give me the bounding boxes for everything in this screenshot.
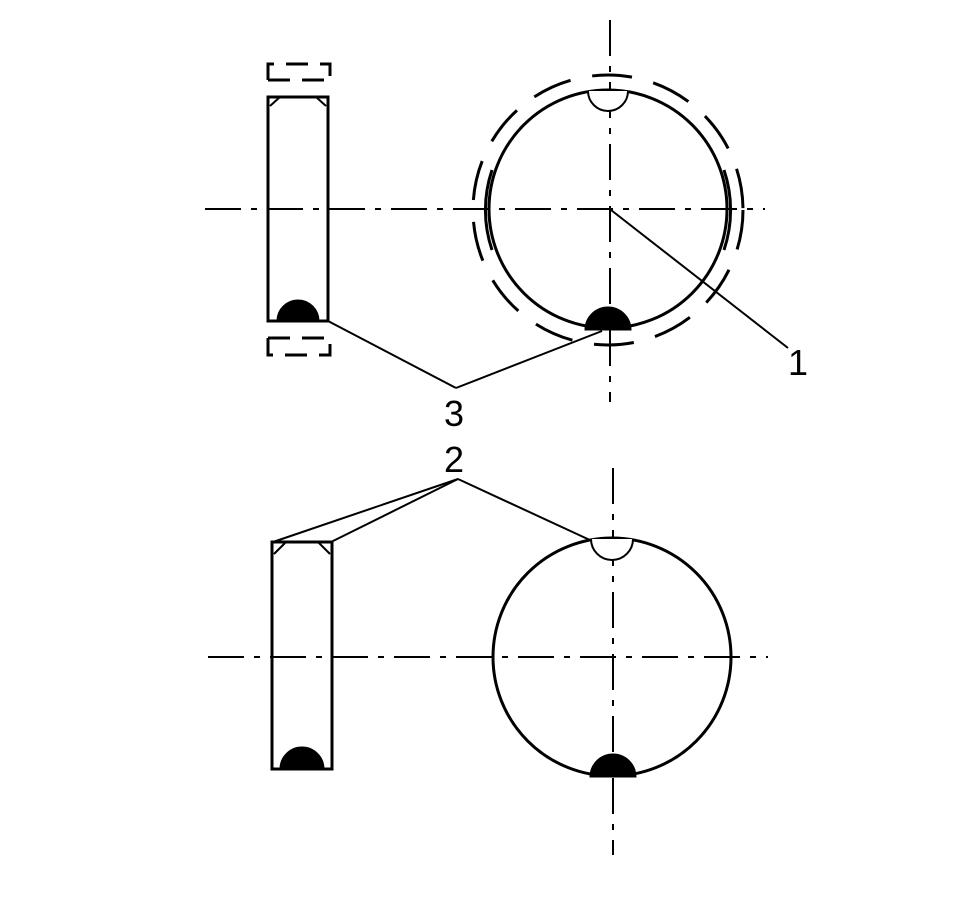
callout-2-leader-a [272, 478, 459, 543]
callout-3-leader-right [455, 330, 603, 389]
bottom-ring-top-chamfer-right [317, 541, 331, 555]
bottom-assembly: 2 [208, 439, 768, 855]
callout-3-label: 3 [444, 393, 464, 434]
top-ring-ghost-arc-right [722, 169, 732, 251]
top-ring-open-mark [587, 90, 629, 112]
top-ring-solid-mark [276, 299, 320, 322]
bottom-ring-face-solid-mark [589, 753, 637, 778]
callout-2-leader-b [330, 478, 459, 543]
bottom-ring-solid-mark [279, 746, 325, 770]
bottom-ring-top-chamfer-left [273, 541, 287, 555]
top-assembly: 1 3 [205, 20, 808, 434]
bottom-ring-open-mark [590, 538, 634, 561]
callout-3-leader-left [327, 320, 457, 389]
top-ring-top-chamfer-right [315, 96, 327, 107]
top-ring-top-chamfer-left [269, 96, 281, 107]
top-ring-face-solid-mark [584, 306, 632, 331]
callout-1-label: 1 [788, 342, 808, 383]
top-ring-ghost-arc-left [484, 169, 494, 251]
top-ring-ghost-top [266, 62, 332, 80]
bottom-ring-side-view [270, 540, 334, 771]
callout-2-label: 2 [444, 439, 464, 480]
top-ring-ghost-circle [471, 73, 745, 347]
callout-2-leader-c [457, 478, 593, 542]
top-ring-ghost-bottom [266, 338, 332, 357]
callout-1-leader [610, 209, 789, 349]
